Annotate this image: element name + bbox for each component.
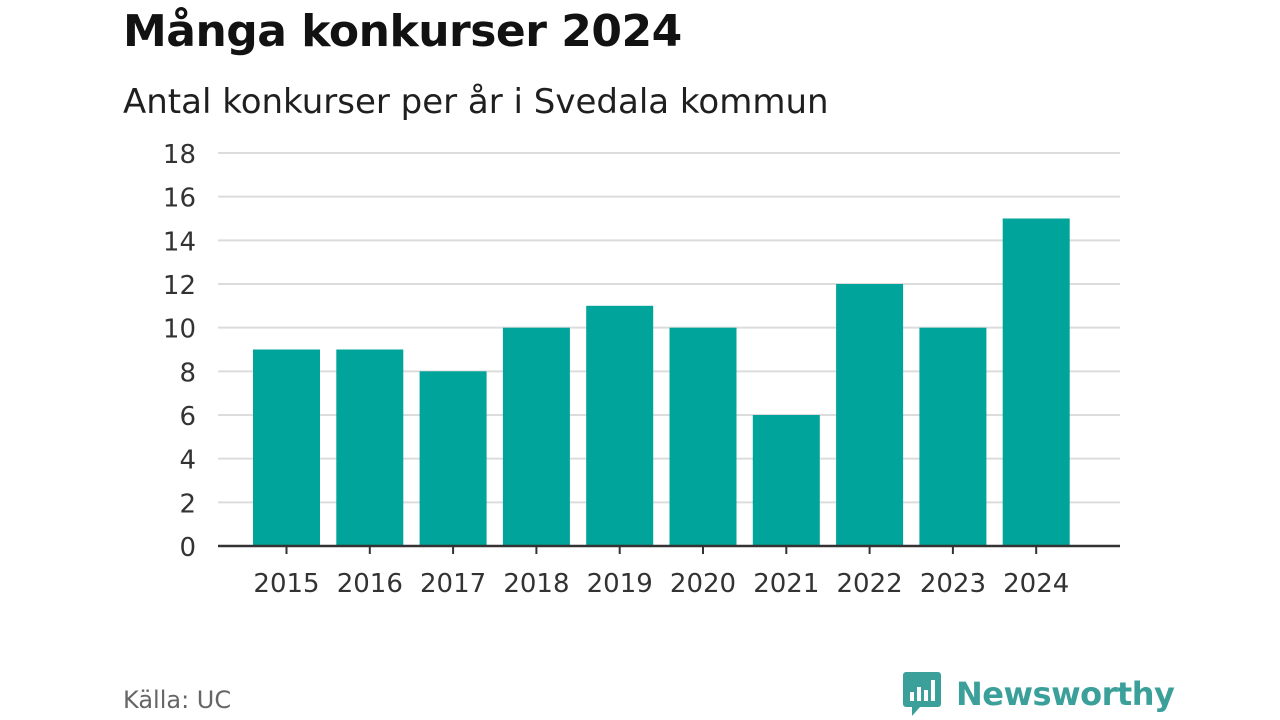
newsworthy-logo: Newsworthy — [902, 670, 1175, 718]
x-tick-label: 2022 — [837, 569, 903, 599]
chart-title: Många konkurser 2024 — [123, 6, 682, 57]
y-tick-label: 0 — [179, 533, 196, 563]
bar-2022 — [836, 284, 904, 546]
y-tick-label: 4 — [179, 446, 196, 476]
y-tick-label: 14 — [163, 227, 196, 257]
bar-2017 — [419, 371, 487, 546]
y-tick-label: 2 — [179, 489, 196, 519]
bar-2016 — [336, 349, 404, 546]
x-tick-label: 2016 — [337, 569, 403, 599]
y-axis-tick-labels: 0 2 4 6 8 10 12 14 16 18 — [163, 140, 196, 563]
bar-2019 — [586, 305, 654, 546]
x-tick-label: 2018 — [503, 569, 569, 599]
bar-2021 — [752, 415, 820, 546]
bar-2024 — [1002, 218, 1070, 546]
bar-2015 — [253, 349, 320, 546]
x-tick-label: 2019 — [587, 569, 653, 599]
bar-2018 — [502, 327, 570, 546]
x-axis-tick-labels: 2015 2016 2017 2018 2019 2020 2021 2022 2023 2024 — [253, 546, 1069, 599]
x-tick-label: 2021 — [753, 569, 819, 599]
source-note: Källa: UC — [123, 686, 232, 714]
y-tick-label: 16 — [163, 184, 196, 214]
y-tick-label: 8 — [179, 358, 196, 388]
newsworthy-logo-icon — [903, 672, 941, 716]
x-tick-label: 2024 — [1003, 569, 1069, 599]
chart-subtitle: Antal konkurser per år i Svedala kommun — [123, 82, 829, 122]
bars — [253, 218, 1070, 546]
y-tick-label: 18 — [163, 140, 196, 170]
bar-2020 — [669, 327, 737, 546]
x-tick-label: 2015 — [253, 569, 319, 599]
x-tick-label: 2020 — [670, 569, 736, 599]
y-tick-label: 12 — [163, 271, 196, 301]
y-tick-label: 10 — [163, 315, 196, 345]
brand-name: Newsworthy — [956, 675, 1175, 713]
x-tick-label: 2017 — [420, 569, 486, 599]
y-tick-label: 6 — [179, 402, 196, 432]
bar-2023 — [919, 327, 987, 546]
x-tick-label: 2023 — [920, 569, 986, 599]
